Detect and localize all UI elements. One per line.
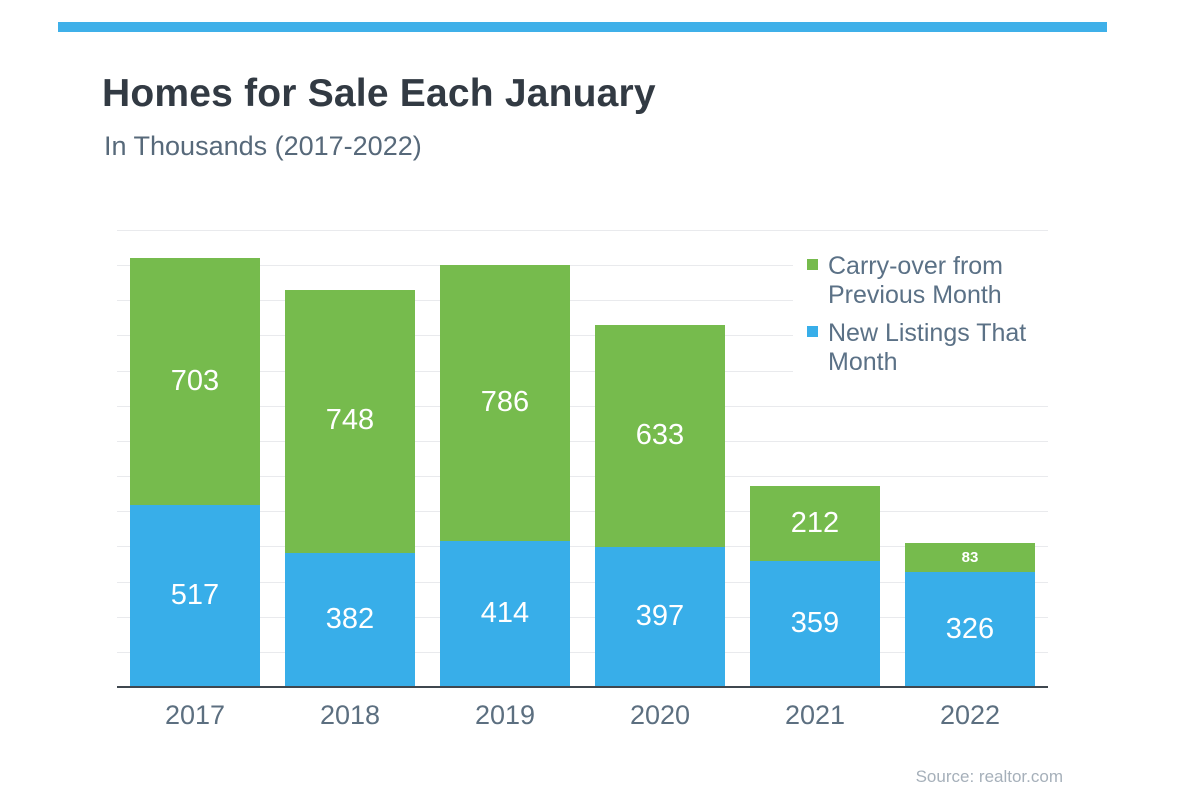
- x-axis-label-2020: 2020: [629, 700, 691, 730]
- bar-segment-carry-over-2020: 633: [595, 324, 725, 548]
- gridline-1200: [117, 265, 1048, 267]
- x-axis-label-2019: 2019: [474, 700, 536, 730]
- gridline-900: [117, 370, 1048, 372]
- value-label-carry-over-2020: 633: [635, 419, 685, 452]
- bar-segment-carry-over-2018: 748: [285, 289, 415, 553]
- source-attribution: Source: realtor.com: [915, 767, 1063, 786]
- legend-item-new-listings: New Listings That Month: [807, 319, 1042, 377]
- gridline-1300: [117, 230, 1048, 231]
- bar-segment-new-listings-2019: 414: [440, 541, 570, 687]
- bar-segment-new-listings-2020: 397: [595, 547, 725, 687]
- value-label-new-listings-2020: 397: [635, 600, 685, 633]
- top-accent-rule: [58, 22, 1107, 32]
- bar-segment-new-listings-2022: 326: [905, 572, 1035, 687]
- bar-segment-new-listings-2017: 517: [130, 505, 260, 687]
- gridline-300: [117, 581, 1048, 583]
- gridline-100: [117, 651, 1048, 653]
- x-axis-label-2018: 2018: [319, 700, 381, 730]
- gridline-200: [117, 616, 1048, 618]
- bar-segment-carry-over-2019: 786: [440, 265, 570, 542]
- value-label-new-listings-2019: 414: [480, 597, 530, 630]
- legend-swatch-new-listings: [807, 326, 818, 337]
- chart-plot-area: 517 703 382 748 414 786 397 633 359 212 326 83 2017…: [117, 230, 1048, 730]
- gridline-1100: [117, 300, 1048, 302]
- legend-item-carry-over: Carry-over from Previous Month: [807, 252, 1042, 310]
- chart-subtitle: In Thousands (2017-2022): [104, 131, 422, 161]
- x-axis-label-2021: 2021: [784, 700, 846, 730]
- legend-label-new-listings: New Listings That Month: [828, 319, 1027, 376]
- value-label-new-listings-2018: 382: [325, 602, 375, 635]
- gridline-800: [117, 405, 1048, 407]
- legend-swatch-carry-over: [807, 259, 818, 270]
- value-label-new-listings-2022: 326: [945, 612, 995, 645]
- x-axis-label-2022: 2022: [939, 700, 1001, 730]
- bar-segment-carry-over-2017: 703: [130, 258, 260, 506]
- gridline-700: [117, 440, 1048, 442]
- chart-legend: Carry-over from Previous Month New Listin…: [793, 240, 1048, 391]
- value-label-carry-over-2019: 786: [480, 386, 530, 419]
- chart-title: Homes for Sale Each January: [102, 72, 656, 115]
- gridline-600: [117, 476, 1048, 478]
- gridline-400: [117, 546, 1048, 548]
- value-label-carry-over-2017: 703: [170, 364, 220, 397]
- value-label-carry-over-2018: 748: [325, 404, 375, 437]
- x-axis-line: [117, 686, 1048, 688]
- value-label-new-listings-2021: 359: [790, 606, 840, 639]
- legend-label-carry-over: Carry-over from Previous Month: [828, 252, 1004, 309]
- value-label-new-listings-2017: 517: [170, 578, 220, 611]
- value-label-carry-over-2021: 212: [790, 506, 840, 539]
- bar-segment-new-listings-2021: 359: [750, 560, 880, 687]
- gridline-500: [117, 511, 1048, 513]
- value-label-carry-over-2022: 83: [961, 548, 979, 566]
- bar-segment-carry-over-2022: 83: [905, 543, 1035, 573]
- bar-segment-carry-over-2021: 212: [750, 486, 880, 561]
- bar-segment-new-listings-2018: 382: [285, 552, 415, 687]
- x-axis-label-2017: 2017: [164, 700, 226, 730]
- gridline-1000: [117, 335, 1048, 337]
